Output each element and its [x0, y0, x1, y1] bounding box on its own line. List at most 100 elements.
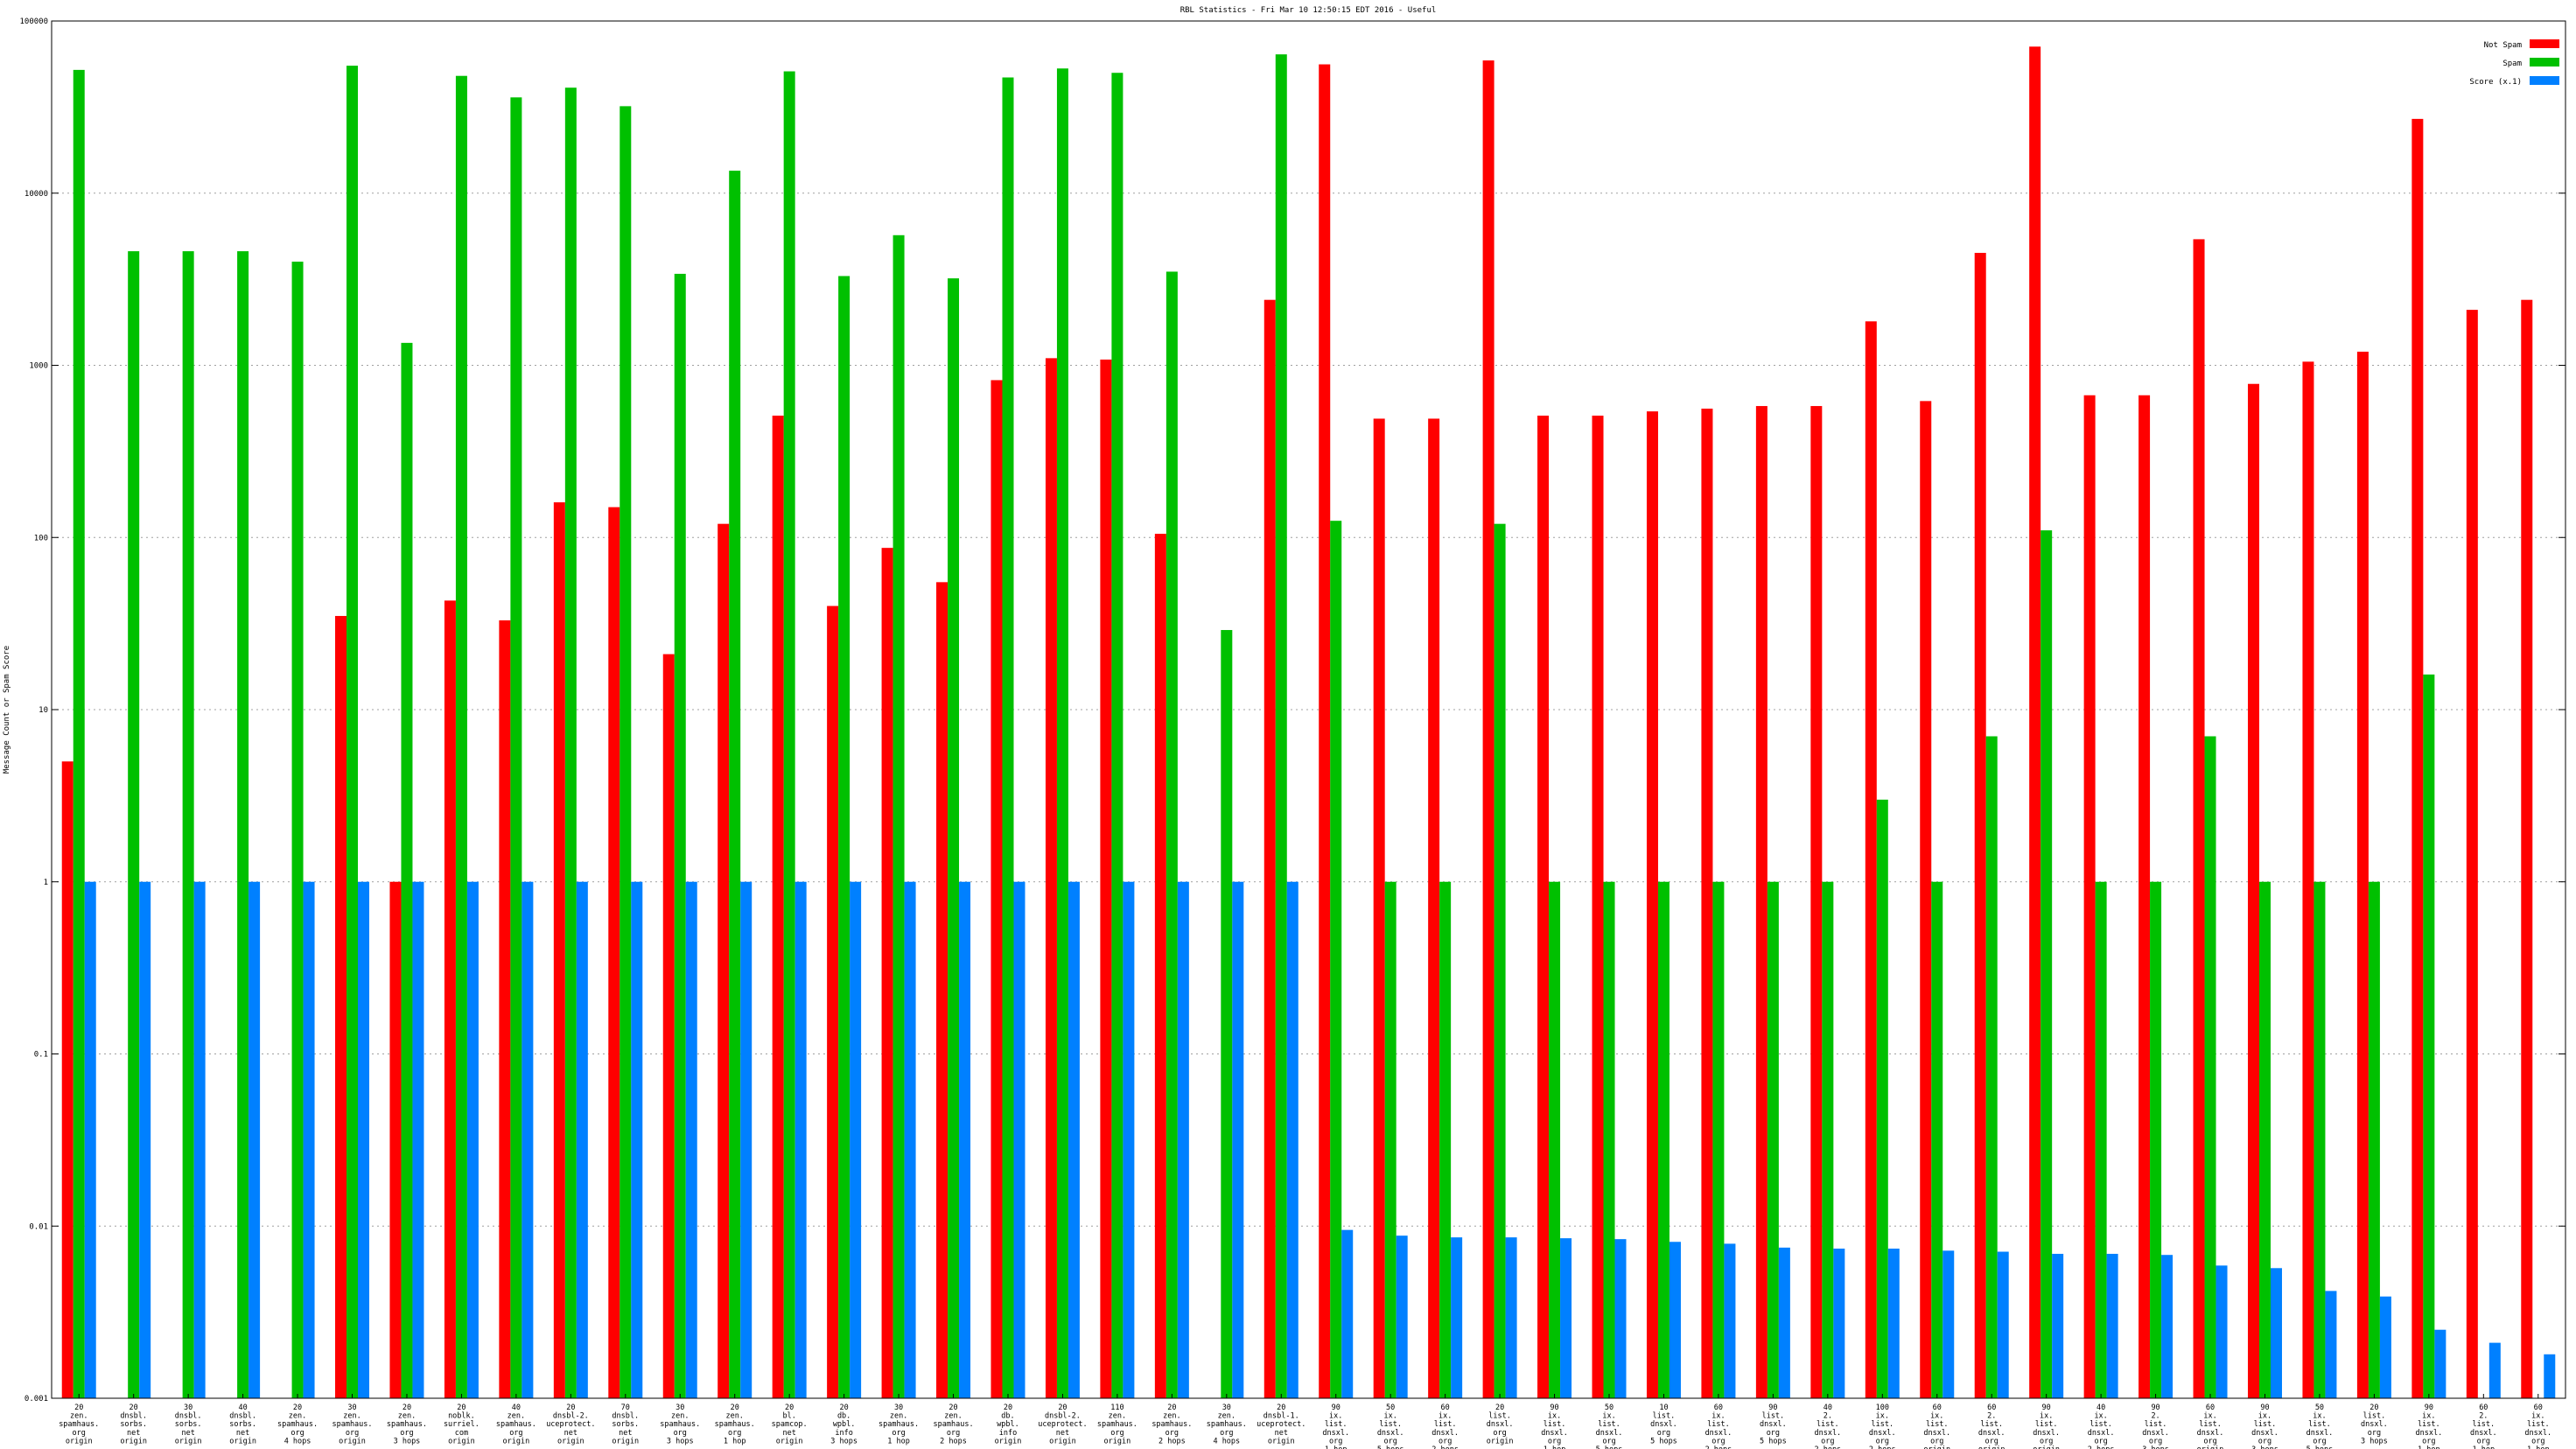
- bar-score-x-1: [84, 881, 96, 1398]
- bar-not-spam: [1592, 416, 1604, 1399]
- bar-not-spam: [1865, 321, 1877, 1398]
- x-category-label: 20 dnsbl-1. uceprotect. net origin: [1256, 1404, 1306, 1446]
- bar-not-spam: [718, 523, 730, 1398]
- chart-title: RBL Statistics - Fri Mar 10 12:50:15 EDT…: [1180, 6, 1437, 15]
- y-tick-label: 100: [34, 534, 48, 542]
- bar-score-x-1: [1396, 1236, 1408, 1398]
- bar-not-spam: [1646, 411, 1658, 1399]
- bar-spam: [1494, 523, 1506, 1398]
- bar-not-spam: [881, 548, 893, 1398]
- bar-spam: [1384, 881, 1396, 1398]
- bar-spam: [237, 251, 249, 1398]
- bar-spam: [1985, 736, 1998, 1398]
- bar-not-spam: [662, 654, 675, 1398]
- bar-spam: [2095, 881, 2107, 1398]
- bar-not-spam: [2193, 239, 2205, 1399]
- bar-not-spam: [2466, 310, 2478, 1398]
- x-category-label: 20 zen. spamhaus. org 2 hops: [1152, 1404, 1192, 1446]
- bar-score-x-1: [1778, 1247, 1790, 1398]
- bar-spam: [2258, 881, 2271, 1398]
- bar-not-spam: [1373, 418, 1385, 1399]
- x-category-label: 20 noblk. surriel. com origin: [444, 1404, 480, 1446]
- y-tick-label: 0.1: [34, 1051, 48, 1060]
- bar-score-x-1: [2106, 1253, 2118, 1398]
- bar-score-x-1: [139, 881, 151, 1398]
- x-category-label: 30 zen. spamhaus. org 4 hops: [1207, 1404, 1247, 1446]
- x-category-label: 20 zen. spamhaus. org origin: [59, 1404, 99, 1446]
- bar-spam: [2423, 674, 2435, 1398]
- bar-score-x-1: [1560, 1238, 1572, 1398]
- bar-spam: [455, 75, 467, 1398]
- bar-score-x-1: [2052, 1253, 2064, 1398]
- bar-spam: [2204, 736, 2216, 1398]
- bar-not-spam: [990, 380, 1003, 1398]
- y-axis-label: Message Count or Spam Score: [3, 646, 11, 774]
- x-category-label: 20 zen. spamhaus. org 2 hops: [934, 1404, 974, 1446]
- bar-score-x-1: [522, 881, 534, 1398]
- bar-spam: [1931, 881, 1943, 1398]
- bar-not-spam: [1920, 401, 1932, 1398]
- bar-score-x-1: [1833, 1248, 1845, 1398]
- legend-label: Not Spam: [2484, 41, 2522, 50]
- x-category-label: 20 zen. spamhaus. org 1 hop: [715, 1404, 755, 1446]
- bar-not-spam: [2412, 118, 2424, 1399]
- x-category-label: 30 dnsbl. sorbs. net origin: [175, 1404, 202, 1446]
- bar-spam: [620, 106, 632, 1399]
- bar-spam: [674, 273, 686, 1398]
- legend: Not Spam Spam Score (x.1): [2469, 39, 2559, 87]
- bar-spam: [838, 276, 850, 1398]
- bars: [61, 46, 2556, 1399]
- legend-label: Score (x.1): [2469, 78, 2522, 87]
- bar-spam: [128, 251, 140, 1398]
- bar-score-x-1: [2270, 1268, 2282, 1398]
- bar-score-x-1: [1724, 1243, 1736, 1398]
- bar-not-spam: [1974, 252, 1986, 1398]
- bar-not-spam: [608, 507, 620, 1398]
- x-category-label: 20 dnsbl-2. uceprotect. net origin: [546, 1404, 595, 1446]
- bar-spam: [892, 234, 905, 1398]
- legend-swatch: [2530, 76, 2559, 85]
- bar-spam: [783, 71, 795, 1399]
- x-category-label: 20 dnsbl. sorbs. net origin: [120, 1404, 147, 1446]
- bar-not-spam: [1755, 406, 1768, 1398]
- bar-score-x-1: [959, 881, 971, 1398]
- x-category-label: 30 zen. spamhaus. org 3 hops: [660, 1404, 700, 1446]
- x-category-label: 70 dnsbl. sorbs. net origin: [612, 1404, 639, 1446]
- legend-label: Spam: [2502, 60, 2522, 68]
- bar-score-x-1: [1887, 1248, 1900, 1398]
- bar-score-x-1: [466, 881, 479, 1398]
- x-category-label: 20 db. wpbl. info 3 hops: [830, 1404, 858, 1446]
- bar-spam: [1603, 881, 1615, 1398]
- bar-score-x-1: [904, 881, 916, 1398]
- bar-not-spam: [1810, 406, 1823, 1398]
- bar-score-x-1: [2434, 1329, 2446, 1398]
- bar-not-spam: [2356, 351, 2369, 1398]
- bar-not-spam: [389, 881, 402, 1398]
- bar-not-spam: [827, 606, 839, 1398]
- bar-score-x-1: [1451, 1237, 1463, 1398]
- bar-not-spam: [1045, 358, 1057, 1399]
- x-category-label: 20 zen. spamhaus. org 4 hops: [277, 1404, 318, 1446]
- y-tick-label: 1: [44, 878, 48, 887]
- bar-not-spam: [61, 761, 74, 1398]
- bar-score-x-1: [631, 881, 643, 1398]
- bar-not-spam: [2247, 383, 2259, 1399]
- bar-spam: [1439, 881, 1452, 1398]
- x-category-label: 110 zen. spamhaus. org origin: [1097, 1404, 1138, 1446]
- bar-not-spam: [1701, 409, 1713, 1399]
- bar-spam: [291, 262, 304, 1399]
- bar-not-spam: [335, 615, 347, 1398]
- bar-score-x-1: [794, 881, 807, 1398]
- bar-spam: [564, 88, 577, 1398]
- y-tick-label: 10: [38, 706, 48, 715]
- bar-score-x-1: [1013, 881, 1026, 1398]
- bar-not-spam: [772, 416, 784, 1399]
